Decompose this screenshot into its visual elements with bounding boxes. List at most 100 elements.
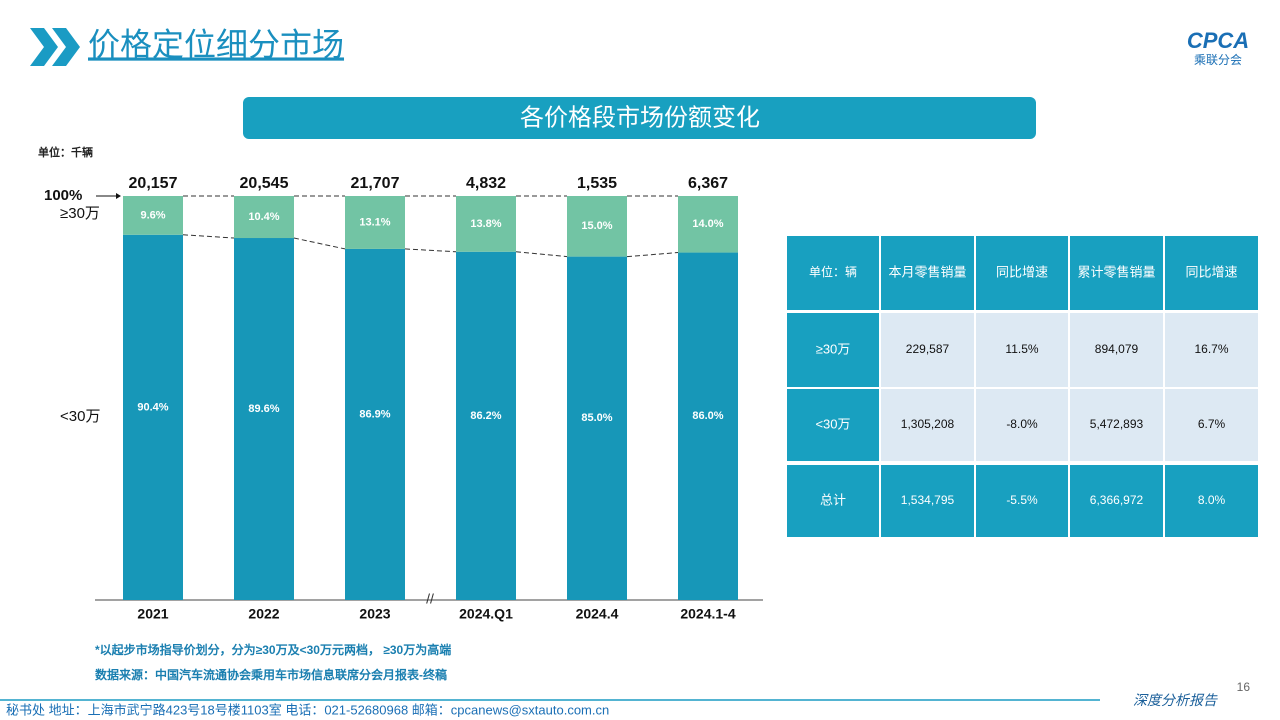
chart-title: 各价格段市场份额变化	[520, 104, 760, 131]
value-label: 10.4%	[248, 211, 279, 223]
bar	[678, 252, 738, 600]
table-cell-text: 11.5%	[1005, 342, 1038, 356]
value-label: 14.0%	[692, 218, 723, 230]
x-tick-label: 2023	[359, 606, 390, 622]
table-cell-text: 1,534,795	[901, 493, 955, 507]
page-number: 16	[1237, 680, 1251, 694]
table-cell	[787, 313, 879, 387]
table-cell-text: 5,472,893	[1090, 417, 1144, 431]
series-label: <30万	[60, 408, 100, 425]
table-cell-text: 16.7%	[1194, 342, 1228, 356]
table-cell	[1165, 389, 1258, 461]
page-title: 价格定位细分市场	[88, 26, 344, 62]
table-cell	[1165, 236, 1258, 310]
value-label: 85.0%	[581, 412, 612, 424]
table-cell	[787, 389, 879, 461]
table-cell-text: 1,305,208	[901, 417, 955, 431]
logo-sub: 乘联分会	[1194, 53, 1242, 67]
table-cell-text: -8.0%	[1006, 417, 1038, 431]
table-header: 同比增速	[1185, 264, 1237, 279]
logo: CPCA	[1187, 28, 1249, 53]
total-label: 20,545	[240, 175, 289, 192]
table-cell	[881, 389, 974, 461]
table-cell	[787, 465, 879, 537]
table-cell-text: ≥30万	[816, 341, 851, 356]
value-label: 89.6%	[248, 403, 279, 415]
bar	[456, 196, 516, 252]
table-cell-text: <30万	[815, 416, 850, 431]
table-cell-text: 8.0%	[1198, 493, 1226, 507]
table-cell	[1070, 465, 1163, 537]
bar	[345, 248, 405, 600]
table-cell	[1070, 389, 1163, 461]
table-cell	[881, 236, 974, 310]
total-label: 6,367	[688, 175, 728, 192]
total-label: 20,157	[129, 175, 178, 192]
arrow-head	[116, 193, 121, 199]
table-header: 单位：辆	[809, 264, 857, 279]
table-cell-text: 6.7%	[1198, 417, 1226, 431]
total-label: 21,707	[351, 175, 400, 192]
value-label: 90.4%	[137, 401, 168, 413]
table-cell	[976, 313, 1068, 387]
table-cell-text: 894,079	[1095, 342, 1139, 356]
y-tick-label: 100%	[44, 187, 82, 204]
table-cell	[1070, 313, 1163, 387]
connector	[626, 252, 679, 258]
table-header: 同比增速	[996, 264, 1048, 279]
total-label: 4,832	[466, 175, 506, 192]
connector	[515, 251, 568, 258]
x-tick-label: 2021	[137, 606, 168, 622]
axis-break: //	[426, 591, 434, 607]
bar	[123, 234, 183, 600]
value-label: 86.0%	[692, 410, 723, 422]
table-cell	[881, 313, 974, 387]
bar	[678, 196, 738, 253]
x-tick-label: 2024.Q1	[459, 606, 513, 622]
x-tick-label: 2024.4	[576, 606, 619, 622]
x-tick-label: 2022	[248, 606, 279, 622]
table-cell	[881, 465, 974, 537]
connector	[182, 234, 235, 239]
table-header: 累计零售销量	[1077, 264, 1155, 279]
table-cell	[1165, 465, 1258, 537]
bar	[123, 196, 183, 235]
value-label: 86.9%	[359, 408, 390, 420]
total-label: 1,535	[577, 175, 617, 192]
bar	[234, 238, 294, 601]
footer-tag: 深度分析报告	[1133, 693, 1218, 709]
table-cell	[1070, 236, 1163, 310]
series-label: ≥30万	[60, 205, 100, 222]
table-cell-text: 6,366,972	[1090, 493, 1144, 507]
value-label: 9.6%	[140, 209, 165, 221]
value-label: 86.2%	[470, 410, 501, 422]
table-cell	[1165, 313, 1258, 387]
unit: 单位：千辆	[38, 145, 93, 159]
value-label: 13.1%	[359, 216, 390, 228]
bar	[234, 196, 294, 239]
table-cell-text: 229,587	[906, 342, 950, 356]
table-cell-text: -5.5%	[1006, 493, 1038, 507]
banner	[243, 97, 1036, 139]
chevrons	[30, 28, 80, 66]
value-label: 15.0%	[581, 220, 612, 232]
bar	[456, 251, 516, 600]
table-header: 本月零售销量	[888, 264, 966, 279]
table-cell-text: 总计	[820, 492, 846, 507]
footer: 秘书处 地址：上海市武宁路423号18号楼1103室 电话：021-526809…	[6, 702, 609, 717]
value-label: 13.8%	[470, 218, 501, 230]
table-cell	[976, 236, 1068, 310]
note: *以起步市场指导价划分，分为≥30万及<30万元两档， ≥30万为高端	[95, 642, 451, 657]
connector	[293, 237, 346, 250]
source: 数据来源：中国汽车流通协会乘用车市场信息联席分会月报表-终稿	[95, 667, 447, 682]
bar	[345, 196, 405, 249]
table-cell	[787, 236, 879, 310]
connector	[404, 248, 457, 253]
x-tick-label: 2024.1-4	[680, 606, 735, 622]
table-cell	[976, 389, 1068, 461]
table-cell	[976, 465, 1068, 537]
bar	[567, 196, 627, 257]
bar	[567, 256, 627, 600]
